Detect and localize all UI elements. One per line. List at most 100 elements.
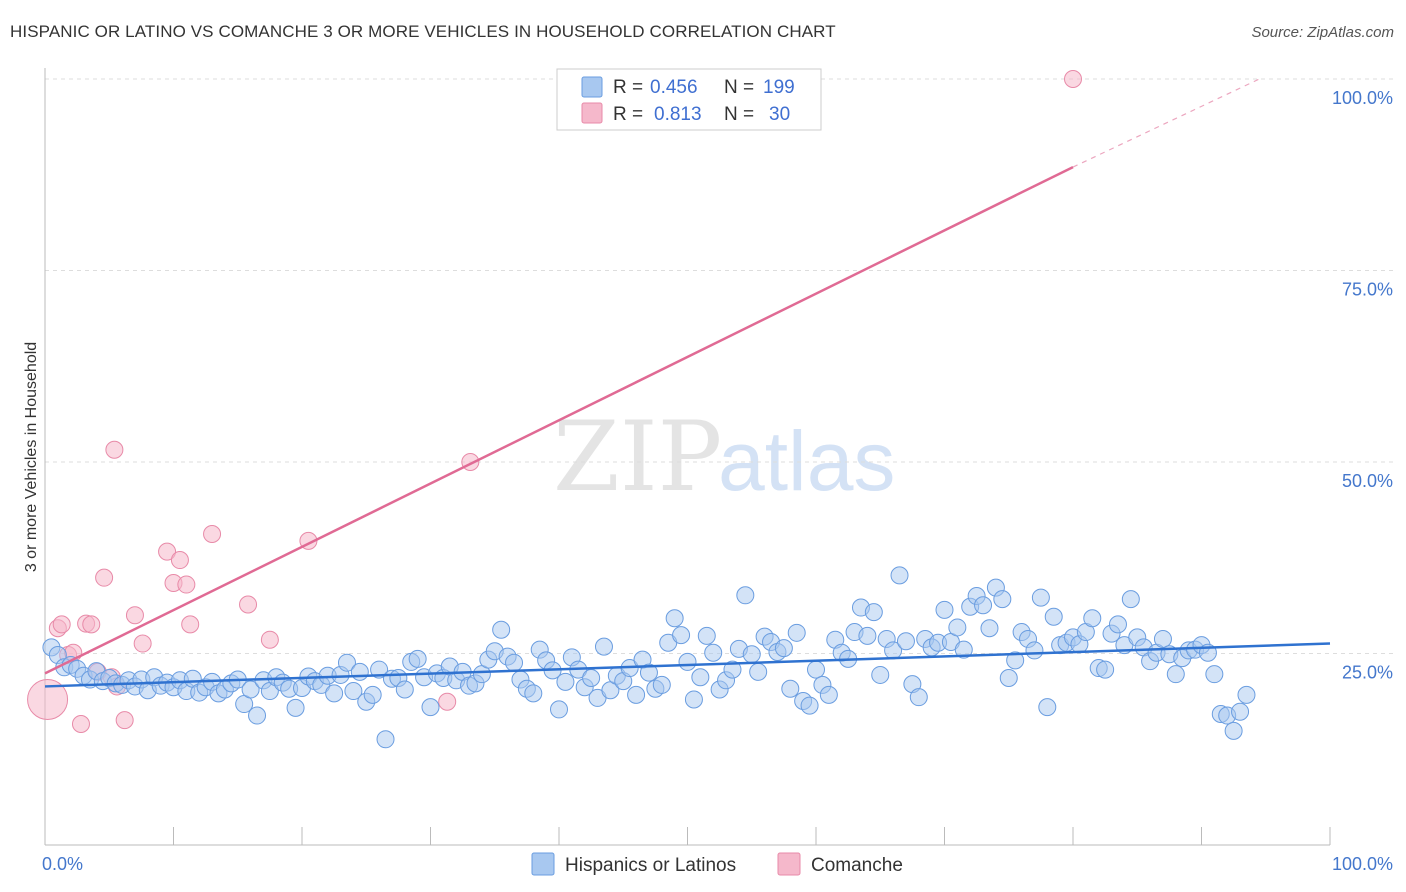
hispanic-point — [350, 662, 369, 681]
y-tick-label-75: 75.0% — [1342, 280, 1393, 300]
hispanic-point — [980, 619, 999, 638]
hispanic-point — [1166, 665, 1185, 684]
hispanic-point — [652, 675, 671, 694]
watermark: ZIP atlas — [553, 401, 895, 513]
hispanic-point — [704, 643, 723, 662]
hispanic-point — [337, 653, 356, 672]
comanche-point — [158, 542, 177, 561]
hispanic-point — [948, 618, 967, 637]
legend-r-value-comanche: 0.813 — [654, 104, 702, 125]
hispanic-point — [376, 730, 395, 749]
hispanic-point — [807, 660, 825, 679]
comanche-point — [115, 711, 134, 730]
hispanic-point — [819, 685, 838, 704]
legend-r-label-hispanic: R = — [613, 77, 643, 98]
hispanic-point — [723, 660, 742, 679]
hispanic-trend-line — [44, 642, 1331, 688]
legend-n-label-hispanic: N = — [724, 77, 754, 98]
hispanic-point — [672, 626, 691, 645]
comanche-point — [133, 634, 152, 653]
hispanic-point — [871, 665, 890, 684]
legend-r-value-hispanic: 0.456 — [650, 77, 698, 98]
hispanic-point — [999, 669, 1018, 688]
hispanic-point — [408, 649, 427, 668]
source-credit: Source: ZipAtlas.com — [1251, 24, 1394, 41]
comanche-point — [438, 692, 457, 711]
hispanic-point — [909, 688, 928, 707]
hispanic-point — [1006, 651, 1025, 670]
y-axis-label: 3 or more Vehicles in Household — [23, 342, 40, 572]
hispanic-point — [1205, 665, 1224, 684]
hispanic-point — [1031, 588, 1050, 607]
comanche-point — [181, 615, 200, 634]
hispanic-point — [505, 653, 524, 672]
comanche-point — [52, 615, 71, 634]
comanche-point — [177, 575, 196, 594]
hispanic-point — [993, 590, 1012, 609]
hispanic-point — [1025, 641, 1044, 660]
comanche-point — [170, 551, 189, 570]
hispanic-point — [550, 700, 568, 719]
hispanic-point — [325, 684, 344, 703]
comanche-point — [27, 678, 69, 720]
hispanic-point — [774, 639, 793, 658]
y-tick-label-100: 100.0% — [1332, 88, 1393, 108]
hispanic-point — [974, 596, 993, 615]
x-tick-label-min: 0.0% — [42, 854, 83, 874]
hispanic-point — [524, 684, 543, 703]
x-tick-label-max: 100.0% — [1332, 854, 1393, 874]
legend-bottom: Hispanics or Latinos Comanche — [531, 852, 903, 876]
hispanic-point — [344, 682, 363, 701]
hispanic-point — [1108, 615, 1127, 634]
hispanic-point — [1044, 607, 1063, 626]
hispanic-point — [684, 690, 703, 709]
y-tick-labels: 25.0% 50.0% 75.0% 100.0% — [1332, 88, 1393, 683]
hispanic-point — [286, 698, 305, 717]
comanche-point — [239, 595, 258, 614]
x-ticks — [44, 827, 1331, 845]
hispanic-point — [241, 680, 260, 699]
hispanic-point — [639, 663, 658, 682]
legend-swatch-comanche — [581, 102, 603, 124]
hispanic-point — [858, 626, 877, 645]
legend-top: R = 0.456 N = 199 R = 0.813 N = 30 — [556, 68, 822, 131]
hispanic-point — [935, 600, 954, 619]
hispanic-point — [1096, 660, 1115, 679]
comanche-point — [125, 606, 144, 625]
comanche-point — [82, 615, 101, 634]
hispanic-point — [787, 623, 806, 642]
hispanic-point — [665, 609, 684, 628]
comanche-point — [105, 440, 124, 459]
hispanic-point — [800, 696, 819, 715]
comanche-point — [260, 630, 279, 649]
hispanic-point — [697, 626, 716, 645]
hispanic-point — [749, 662, 768, 681]
hispanic-point — [1237, 685, 1256, 704]
y-tick-label-50: 50.0% — [1342, 471, 1393, 491]
grid-lines — [45, 78, 1395, 654]
hispanic-point — [781, 679, 800, 698]
hispanic-point — [582, 669, 601, 688]
hispanic-point — [896, 632, 915, 651]
comanche-point — [1064, 70, 1082, 88]
hispanic-point — [1083, 609, 1102, 628]
hispanic-point — [248, 706, 267, 725]
hispanic-point — [395, 680, 414, 699]
watermark-atlas: atlas — [718, 414, 895, 508]
comanche-trend-line — [44, 165, 1074, 675]
hispanic-point — [1153, 629, 1172, 648]
bottom-legend-swatch-comanche — [777, 852, 801, 876]
legend-r-label-comanche: R = — [613, 104, 643, 125]
legend-n-value-comanche: 30 — [769, 104, 790, 125]
hispanic-point — [363, 685, 382, 704]
hispanic-point — [627, 685, 646, 704]
hispanic-point — [678, 652, 697, 671]
legend-n-label-comanche: N = — [724, 104, 754, 125]
hispanic-point — [1224, 721, 1243, 740]
bottom-legend-swatch-hispanic — [531, 852, 555, 876]
hispanic-point — [556, 672, 575, 691]
comanche-point — [95, 568, 114, 587]
hispanic-point — [890, 566, 909, 585]
hispanic-point — [691, 668, 710, 687]
